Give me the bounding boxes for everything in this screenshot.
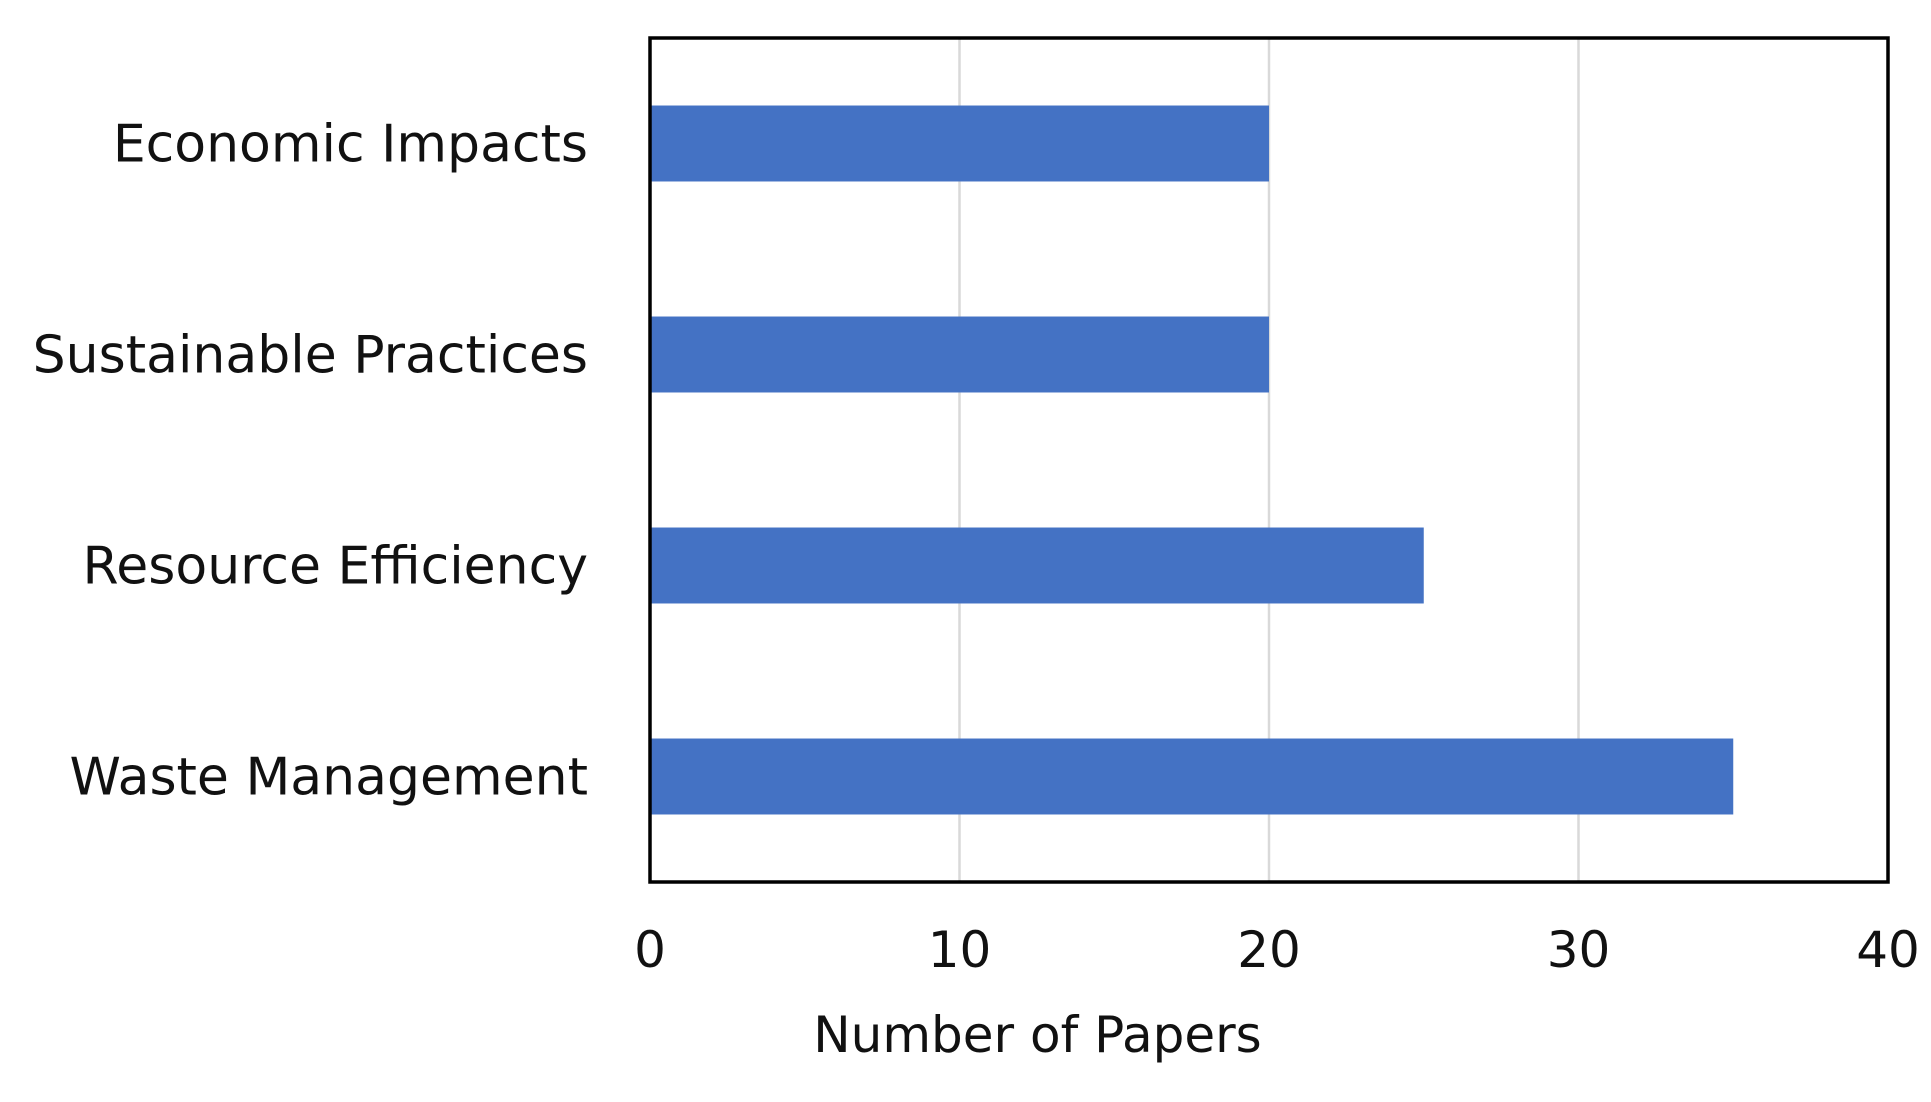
x-tick-label-20: 20: [1237, 921, 1301, 979]
category-label-waste-management: Waste Management: [69, 748, 588, 808]
x-tick-label-40: 40: [1856, 921, 1920, 979]
x-tick-label-0: 0: [634, 921, 666, 979]
category-label-economic-impacts: Economic Impacts: [113, 115, 588, 175]
x-tick-labels: 0 10 20 30 40: [634, 921, 1920, 979]
category-labels: Economic Impacts Sustainable Practices Res…: [33, 115, 588, 808]
bars: [650, 105, 1734, 815]
x-axis-title: Number of Papers: [813, 1006, 1262, 1064]
category-label-resource-efficiency: Resource Efficiency: [83, 537, 588, 597]
x-tick-label-10: 10: [928, 921, 992, 979]
x-tick-label-30: 30: [1547, 921, 1611, 979]
plot-frame: [648, 36, 1890, 884]
bar-resource-efficiency: [650, 527, 1424, 604]
plot-border: [648, 36, 1890, 884]
category-label-sustainable-practices: Sustainable Practices: [33, 326, 588, 386]
bar-waste-management: [650, 738, 1734, 815]
bar-economic-impacts: [650, 105, 1269, 182]
bar-sustainable-practices: [650, 316, 1269, 393]
